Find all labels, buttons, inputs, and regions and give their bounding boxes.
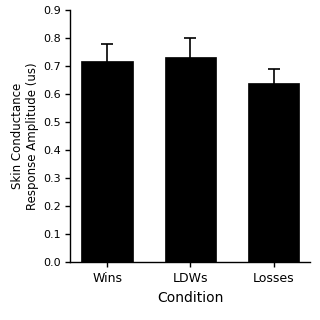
Bar	[164, 57, 216, 262]
Bar	[81, 61, 133, 262]
X-axis label: Condition: Condition	[157, 291, 224, 305]
Y-axis label: Skin Conductance
Response Amplitude (us): Skin Conductance Response Amplitude (us)	[11, 62, 39, 210]
Bar	[248, 83, 300, 262]
